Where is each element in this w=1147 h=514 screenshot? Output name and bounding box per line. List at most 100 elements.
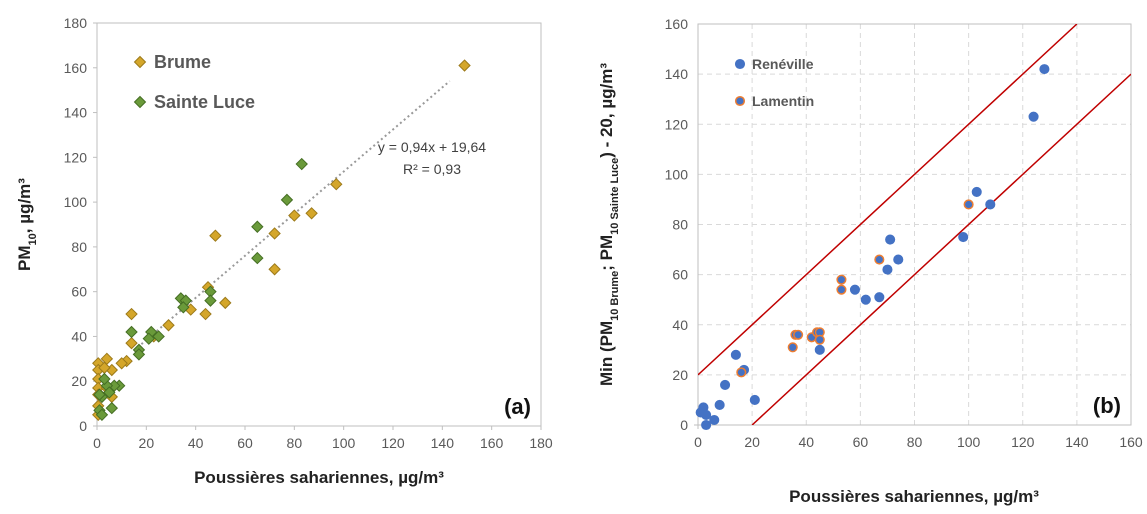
x-tick-label: 20	[139, 435, 155, 451]
y-axis-title-part: ; PM	[597, 235, 616, 271]
y-tick-label: 120	[665, 116, 689, 132]
point	[958, 231, 969, 243]
point	[251, 220, 264, 233]
x-tick-label: 0	[93, 435, 101, 451]
point	[330, 177, 343, 191]
trendline-r2: R² = 0,93	[403, 161, 461, 177]
plot-frame	[697, 23, 1132, 426]
point	[736, 367, 747, 378]
y-axis-title: PM10, µg/m³	[15, 178, 39, 271]
point	[219, 296, 232, 310]
x-tick-label: 80	[907, 434, 923, 450]
point	[893, 254, 904, 265]
point	[268, 227, 281, 240]
y-tick-label: 60	[71, 284, 87, 300]
legend-label: Brume	[154, 52, 211, 72]
point	[882, 264, 893, 275]
y-tick-label: 120	[64, 149, 88, 165]
point	[251, 251, 264, 265]
point	[730, 349, 741, 360]
point	[268, 263, 281, 276]
point	[793, 329, 804, 340]
point	[142, 332, 156, 345]
x-tick-label: 80	[287, 435, 303, 451]
y-tick-label: 0	[680, 417, 688, 433]
point	[105, 401, 119, 415]
x-tick-label: 140	[431, 435, 455, 451]
legend-marker	[133, 55, 147, 69]
point	[199, 307, 212, 321]
reference-line	[698, 24, 1078, 376]
y-tick-label: 80	[672, 217, 688, 233]
x-tick-label: 40	[188, 435, 204, 451]
legend-label: Sainte Luce	[154, 92, 255, 112]
point	[985, 199, 996, 210]
point	[814, 334, 825, 345]
point	[836, 274, 847, 285]
point	[963, 199, 974, 210]
legend-label: Renéville	[752, 56, 814, 72]
x-tick-label: 60	[237, 435, 253, 451]
x-tick-label: 100	[332, 435, 356, 451]
point	[125, 336, 138, 350]
y-tick-label: 100	[665, 166, 689, 182]
legend-marker	[734, 58, 746, 70]
point	[787, 342, 798, 353]
point	[280, 193, 294, 207]
point	[115, 357, 128, 370]
reference-line	[751, 73, 1131, 425]
point	[295, 157, 308, 171]
point	[288, 209, 301, 222]
point	[305, 207, 318, 220]
point	[749, 394, 760, 405]
legend-label: Lamentin	[752, 93, 814, 109]
x-tick-label: 160	[1119, 434, 1143, 450]
point	[874, 292, 885, 303]
panel-label: (b)	[1093, 393, 1121, 418]
y-tick-label: 180	[64, 15, 88, 31]
point	[836, 284, 847, 295]
point	[152, 330, 165, 343]
plot-frame	[96, 22, 542, 427]
x-tick-label: 20	[744, 434, 760, 450]
point	[714, 399, 725, 411]
x-tick-label: 100	[957, 434, 981, 450]
y-tick-label: 20	[672, 367, 688, 383]
point	[849, 284, 861, 295]
x-axis-title: Poussières sahariennes, µg/m³	[789, 487, 1039, 506]
point	[204, 294, 217, 307]
y-axis-title-part: ) - 20, µg/m³	[597, 63, 616, 158]
point	[95, 408, 109, 422]
point	[93, 388, 106, 401]
x-tick-label: 0	[694, 434, 702, 450]
point	[103, 386, 116, 399]
point	[125, 325, 138, 339]
x-tick-label: 180	[529, 435, 553, 451]
y-tick-label: 140	[665, 66, 689, 82]
point	[1039, 64, 1050, 75]
point	[458, 59, 471, 72]
x-axis-title: Poussières sahariennes, µg/m³	[194, 468, 444, 487]
point	[814, 344, 825, 355]
x-tick-label: 160	[480, 435, 504, 451]
point	[720, 379, 731, 390]
x-tick-label: 60	[853, 434, 869, 450]
x-tick-label: 120	[1011, 434, 1035, 450]
x-tick-label: 140	[1065, 434, 1089, 450]
point	[701, 419, 712, 431]
point	[709, 414, 720, 426]
y-axis-title-subscript: 10 Brume	[609, 271, 621, 321]
point	[860, 294, 871, 305]
y-tick-label: 80	[71, 239, 87, 255]
point	[885, 234, 896, 245]
y-axis-title-part: Min (PM	[597, 321, 616, 386]
y-axis-title-subscript: 10 Sainte Luce	[609, 158, 621, 235]
point	[98, 372, 111, 386]
point	[874, 254, 885, 265]
point	[162, 319, 175, 332]
y-tick-label: 160	[64, 60, 88, 76]
y-axis-title-subscript: 10	[27, 233, 39, 245]
point	[177, 301, 190, 314]
y-tick-label: 140	[64, 105, 88, 121]
